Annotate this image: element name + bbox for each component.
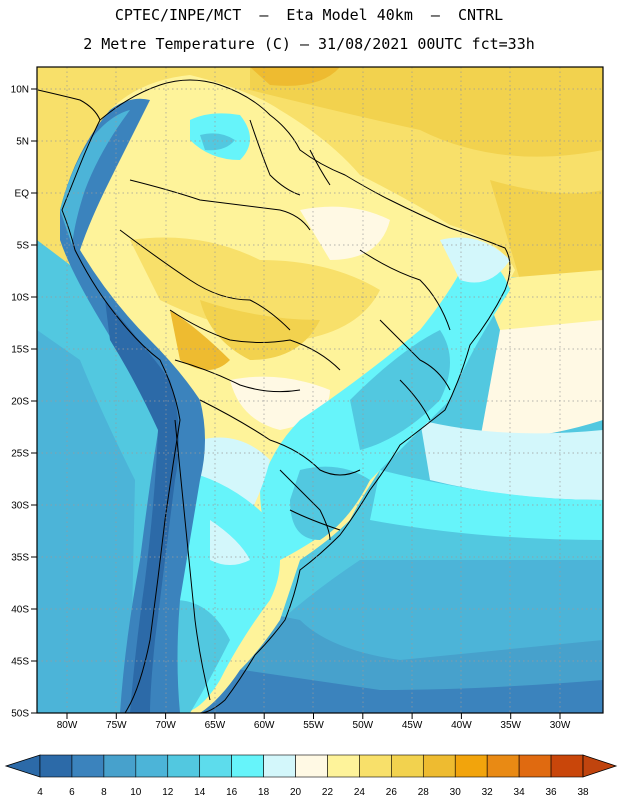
colorbar-label: 36 [545,787,557,798]
colorbar-swatch [135,754,169,778]
lon-label: 50W [353,720,374,731]
colorbar-swatch [391,754,424,778]
colorbar-label: 16 [226,787,238,798]
lat-label: 5N [16,137,29,148]
lat-label: 5S [17,241,30,252]
lat-label: 10N [11,85,29,96]
lon-label: 45W [402,720,423,731]
colorbar-label: 4 [37,787,43,798]
chart-subtitle: 2 Metre Temperature (C) – 31/08/2021 00U… [83,35,535,53]
lat-label: 15S [11,345,29,356]
lon-label: 60W [254,720,275,731]
lon-label: 35W [500,720,521,731]
lat-label: 45S [11,657,29,668]
temperature-field [37,67,603,713]
colorbar-label: 26 [386,787,398,798]
lon-label: 30W [550,720,571,731]
colorbar-label: 30 [450,787,462,798]
colorbar-label: 22 [322,787,334,798]
lat-label: 35S [11,553,29,564]
lat-label: 40S [11,605,29,616]
colorbar-swatch [359,754,392,778]
colorbar-label: 34 [514,787,526,798]
colorbar-swatch [167,754,201,778]
colorbar-swatch [295,754,328,778]
colorbar-swatch [103,754,137,778]
colorbar-right-arrow [582,754,618,778]
colorbar-label: 12 [162,787,174,798]
colorbar-left-arrow [4,754,41,778]
lon-label: 75W [106,720,127,731]
lon-label: 40W [451,720,472,731]
lat-label: 30S [11,501,29,512]
longitude-axis: 80W 75W 70W 65W 60W 55W 50W 45W 40W 35W 30W [57,713,571,731]
lon-label: 65W [205,720,226,731]
map-frame [36,66,604,714]
lat-label: 50S [11,709,29,720]
colorbar-swatch [39,754,73,778]
colorbar-swatch [454,754,488,778]
colorbar: 4 6 8 10 12 14 16 18 20 22 24 26 28 30 32 34 36 38 [4,754,618,798]
lon-label: 55W [303,720,324,731]
colorbar-label: 20 [290,787,302,798]
colorbar-label: 28 [418,787,430,798]
lon-label: 70W [155,720,176,731]
colorbar-swatch [518,754,552,778]
lat-label: 10S [11,293,29,304]
colorbar-label: 10 [130,787,142,798]
lon-label: 80W [57,720,78,731]
colorbar-label: 8 [101,787,107,798]
colorbar-label: 18 [258,787,270,798]
colorbar-swatch [422,754,456,778]
colorbar-swatch [71,754,105,778]
lat-label: 20S [11,397,29,408]
colorbar-label: 14 [194,787,206,798]
colorbar-label: 24 [354,787,366,798]
colorbar-swatch [550,754,584,778]
country-borders [37,79,511,713]
lat-label: EQ [15,189,30,200]
colorbar-swatch [263,754,296,778]
colorbar-swatch [199,754,232,778]
colorbar-swatch [486,754,520,778]
chart-title: CPTEC/INPE/MCT – Eta Model 40km – CNTRL [114,6,504,24]
colorbar-label: 32 [482,787,494,798]
lat-label: 25S [11,449,29,460]
colorbar-label: 6 [69,787,75,798]
colorbar-swatch [231,754,264,778]
colorbar-swatch [327,754,360,778]
latitude-axis: 10N 5N EQ 5S 10S 15S 20S 25S 30S 35S 40S 45S 50S [11,85,37,720]
colorbar-label: 38 [577,787,589,798]
